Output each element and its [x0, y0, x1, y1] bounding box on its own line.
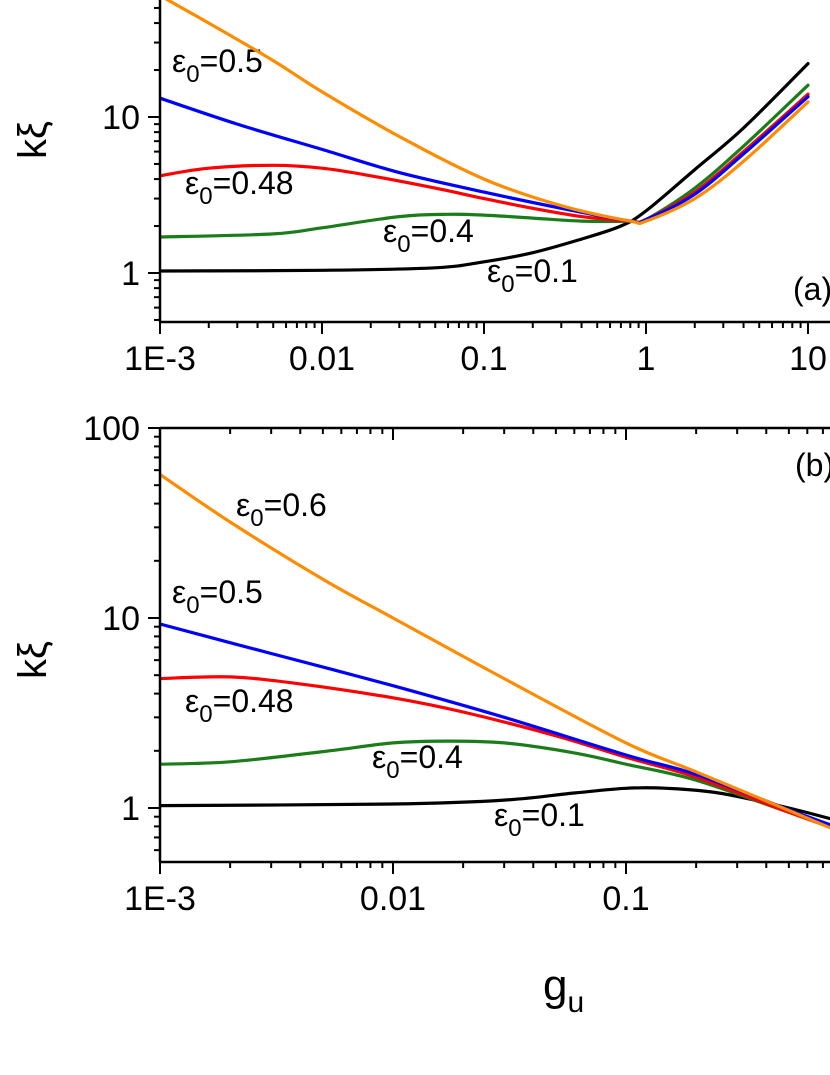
- series-label-a-0: ε0=0.1: [487, 253, 578, 298]
- series-label-b-3: ε0=0.5: [172, 574, 263, 619]
- series-label-b-0: ε0=0.1: [494, 797, 585, 842]
- series-label-b-1: ε0=0.4: [372, 739, 463, 784]
- series-b-4: [160, 472, 830, 830]
- panel-b: ε0=0.1 ε0=0.4 ε0=0.48 ε0=0.5 ε0=0.6 1E-3 0.01 0…: [11, 410, 830, 1019]
- x-tick-label-b: 1E-3: [124, 880, 196, 918]
- series-a-4: [164, 0, 810, 226]
- x-tick-label-a: 1E-3: [124, 340, 196, 378]
- y-tick-label-a: 10: [102, 99, 140, 137]
- series-a-3: [160, 95, 810, 225]
- x-tick-label-a: 1: [637, 340, 656, 378]
- series-b-2: [160, 675, 830, 829]
- y-axis-label-b: kξ: [11, 641, 55, 679]
- series-a-1: [160, 83, 810, 239]
- panel-label-b: (b): [795, 447, 830, 483]
- y-tick-label-b: 10: [102, 600, 140, 638]
- x-tick-label-b: 0.1: [602, 880, 649, 918]
- series-label-a-1: ε0=0.4: [383, 213, 474, 258]
- series-a-0: [160, 62, 810, 273]
- x-axis-label-b: gu: [543, 961, 584, 1019]
- series-label-a-2: ε0=0.48: [185, 165, 294, 210]
- x-tick-label-a: 0.1: [460, 340, 507, 378]
- y-tick-label-b: 1: [121, 790, 140, 828]
- y-tick-label-a: 1: [121, 255, 140, 293]
- series-a-2: [160, 92, 810, 224]
- series-label-a-3: ε0=0.5: [172, 43, 263, 88]
- series-label-b-2: ε0=0.48: [185, 683, 294, 728]
- x-tick-label-a: 0.01: [289, 340, 355, 378]
- series-label-b-4: ε0=0.6: [236, 487, 327, 532]
- x-tick-label-b: 0.01: [360, 880, 426, 918]
- x-tick-label-a: 10: [789, 340, 827, 378]
- y-tick-label-b: 100: [83, 410, 140, 448]
- y-axis-label-a: kξ: [11, 121, 55, 159]
- panel-a: ε0=0.1 ε0=0.4 ε0=0.48 ε0=0.5 1E-3 0.01 0.1 1 10 1…: [11, 0, 830, 378]
- panel-label-a: (a): [793, 271, 830, 307]
